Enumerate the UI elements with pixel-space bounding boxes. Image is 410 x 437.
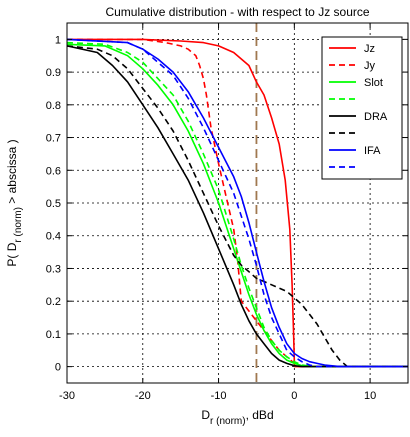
x-tick-label: -10: [211, 390, 227, 402]
x-label-subscript: r (norm): [210, 416, 246, 427]
legend: Jz Jy Slot DRA IFA: [321, 36, 403, 180]
x-tick-label: 10: [364, 390, 376, 402]
y-tick-label: 0.5: [46, 198, 61, 210]
x-tick-label: 0: [291, 390, 297, 402]
x-label-unit: , dBd: [246, 408, 274, 422]
series-line-jz: [67, 38, 408, 368]
x-tick-label: -30: [59, 390, 75, 402]
y-label-subscript: r (norm): [13, 207, 24, 243]
legend-box: [321, 36, 403, 180]
legend-label: Jy: [364, 60, 376, 72]
y-tick-label: 0.7: [46, 133, 61, 145]
x-tick-label: -20: [135, 390, 151, 402]
y-label-tail: > abscissa ): [5, 139, 19, 207]
series-line-dra: [66, 45, 408, 368]
legend-label: DRA: [364, 111, 388, 123]
y-tick-label: 0.2: [46, 296, 61, 308]
series-line-ifa: [66, 38, 408, 368]
legend-label: IFA: [364, 145, 381, 157]
y-tick-label: 0.4: [46, 231, 61, 243]
series-line-dashed-7: [66, 38, 408, 368]
series-line-slot: [66, 43, 408, 368]
y-label-main: P( D: [5, 242, 19, 266]
y-tick-label: 0.3: [46, 263, 61, 275]
chart-title: Cumulative distribution - with respect t…: [105, 5, 369, 19]
legend-label: Jz: [364, 43, 375, 55]
y-tick-label: 1: [55, 34, 61, 46]
legend-label: Slot: [364, 77, 383, 89]
y-tick-label: 0: [55, 362, 61, 374]
y-tick-label: 0.9: [46, 67, 61, 79]
y-axis-label: P( Dr (norm) > abscissa ): [5, 139, 24, 266]
series-lines: [66, 38, 408, 368]
y-tick-label: 0.1: [46, 329, 61, 341]
series-line-dashed-5: [66, 45, 408, 368]
y-tick-label: 0.8: [46, 100, 61, 112]
x-axis-label: Dr (norm), dBd: [201, 408, 273, 427]
y-tick-label: 0.6: [46, 165, 61, 177]
x-label-main: D: [201, 408, 210, 422]
axis-ticks: -30 -20 -10 0 10 0 0.1 0.2 0.3 0.4 0.5 0.6 0.7 0.8 0.9…: [46, 23, 408, 402]
